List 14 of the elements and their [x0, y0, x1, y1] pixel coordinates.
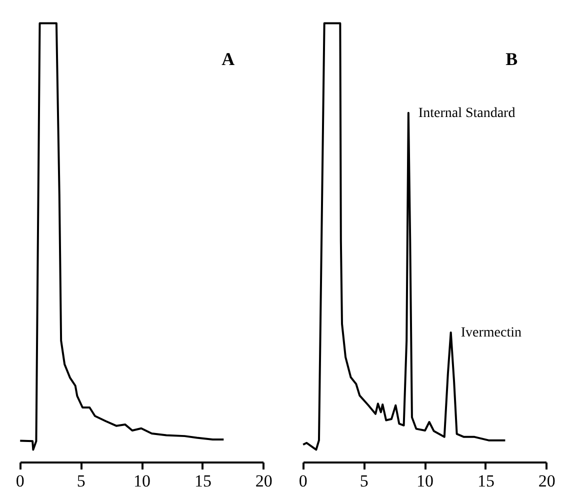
x-tick-label: 15 — [477, 472, 494, 489]
annotation: Internal Standard — [418, 106, 516, 121]
annotation: Ivermectin — [460, 325, 522, 340]
x-tick-label: 5 — [360, 472, 368, 489]
text: B — [506, 48, 518, 69]
x-tick-label: 10 — [134, 472, 150, 489]
x-tick-label: 20 — [255, 472, 272, 489]
x-tick-label: 20 — [538, 472, 556, 489]
x-tick-label: 0 — [16, 472, 24, 489]
x-tick-label: 15 — [194, 472, 212, 489]
x-tick-label: 10 — [416, 472, 434, 489]
x-tick-label: 5 — [76, 472, 86, 489]
x-tick-label: 0 — [298, 472, 308, 489]
text: A — [222, 48, 235, 69]
